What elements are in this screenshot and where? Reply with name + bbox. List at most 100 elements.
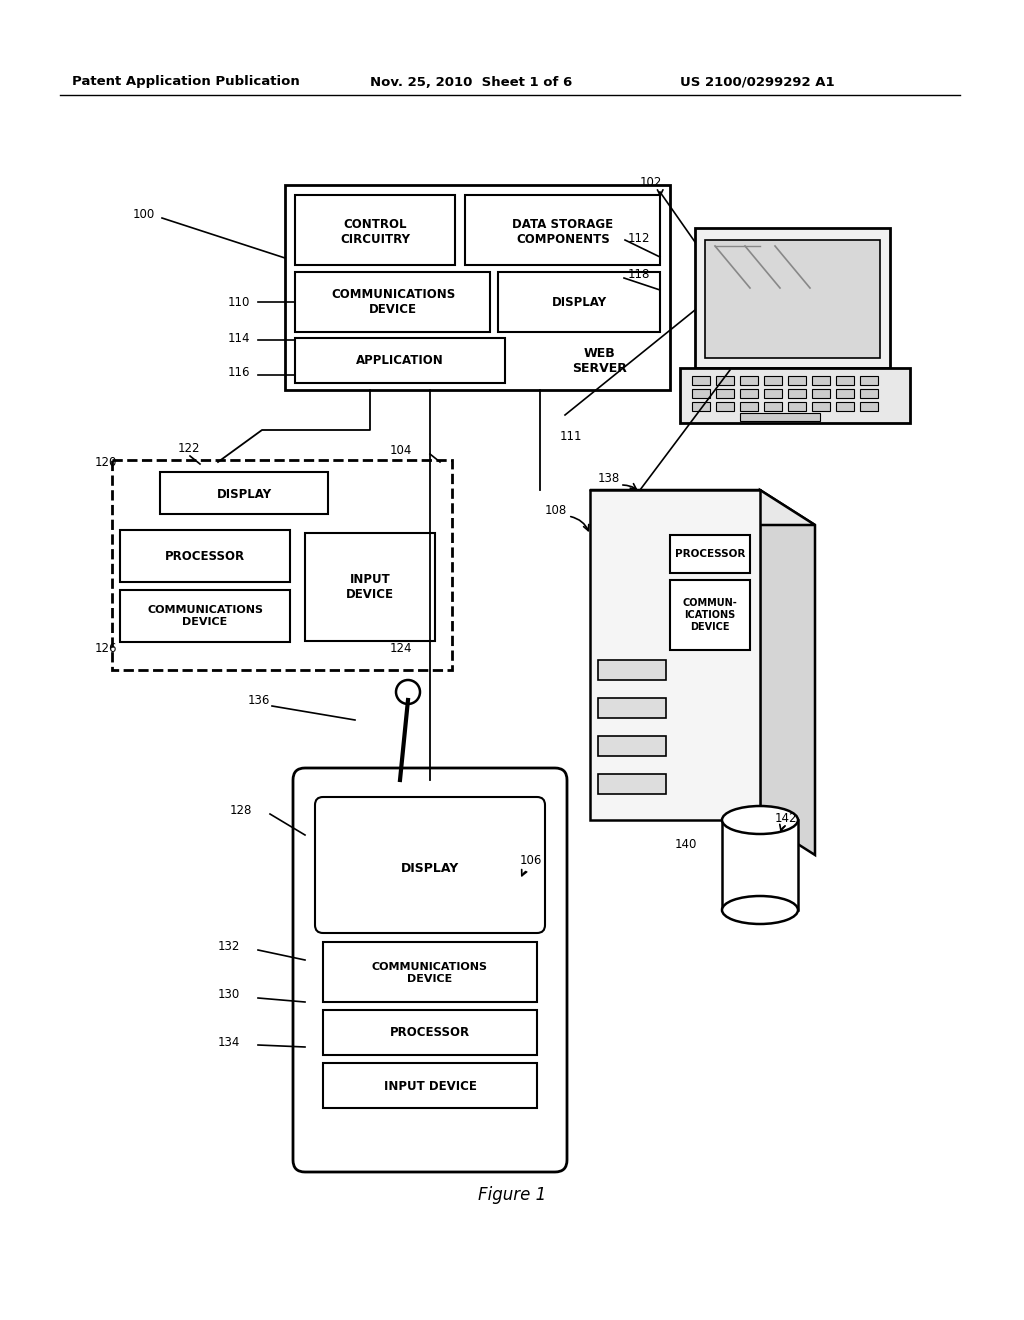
Text: PROCESSOR: PROCESSOR: [165, 550, 245, 564]
Bar: [692, 376, 710, 385]
Bar: [670, 579, 750, 649]
Bar: [590, 490, 760, 820]
Bar: [716, 389, 734, 399]
Bar: [120, 531, 290, 582]
Text: 126: 126: [95, 642, 118, 655]
Bar: [836, 403, 854, 411]
Bar: [598, 660, 666, 680]
Text: INPUT DEVICE: INPUT DEVICE: [384, 1080, 476, 1093]
Bar: [323, 942, 537, 1002]
Text: 108: 108: [545, 503, 567, 516]
Circle shape: [396, 680, 420, 704]
Bar: [764, 376, 782, 385]
Text: PROCESSOR: PROCESSOR: [675, 549, 745, 558]
Bar: [740, 376, 758, 385]
Bar: [323, 1010, 537, 1055]
Text: 118: 118: [628, 268, 650, 281]
Text: INPUT
DEVICE: INPUT DEVICE: [346, 573, 394, 601]
Bar: [598, 737, 666, 756]
Bar: [764, 389, 782, 399]
Text: DATA STORAGE
COMPONENTS: DATA STORAGE COMPONENTS: [512, 218, 613, 246]
Bar: [295, 338, 505, 383]
Text: Nov. 25, 2010  Sheet 1 of 6: Nov. 25, 2010 Sheet 1 of 6: [370, 75, 572, 88]
Text: DISPLAY: DISPLAY: [216, 487, 271, 500]
Bar: [788, 403, 806, 411]
Text: 124: 124: [390, 642, 413, 655]
Text: 111: 111: [560, 430, 583, 444]
Text: 104: 104: [390, 444, 413, 457]
Bar: [812, 389, 830, 399]
Text: 100: 100: [133, 209, 156, 222]
Polygon shape: [760, 490, 815, 855]
Bar: [305, 533, 435, 642]
Text: 112: 112: [628, 231, 650, 244]
Bar: [705, 240, 880, 358]
Bar: [323, 1063, 537, 1107]
Bar: [788, 389, 806, 399]
Text: 114: 114: [228, 331, 251, 345]
Bar: [740, 403, 758, 411]
Bar: [670, 535, 750, 573]
Text: CONTROL
CIRCUITRY: CONTROL CIRCUITRY: [340, 218, 410, 246]
Bar: [692, 389, 710, 399]
Bar: [836, 376, 854, 385]
Bar: [285, 185, 670, 389]
Text: 116: 116: [228, 367, 251, 380]
Bar: [860, 403, 878, 411]
Bar: [812, 376, 830, 385]
Bar: [860, 376, 878, 385]
Text: 136: 136: [248, 693, 270, 706]
Bar: [740, 389, 758, 399]
Text: DISPLAY: DISPLAY: [552, 296, 606, 309]
Bar: [716, 376, 734, 385]
Bar: [680, 368, 910, 422]
Text: APPLICATION: APPLICATION: [356, 355, 443, 367]
Text: WEB
SERVER: WEB SERVER: [572, 347, 628, 375]
Bar: [465, 195, 660, 265]
Text: US 2100/0299292 A1: US 2100/0299292 A1: [680, 75, 835, 88]
Text: 132: 132: [218, 940, 241, 953]
Bar: [812, 403, 830, 411]
Polygon shape: [590, 490, 815, 525]
Bar: [160, 473, 328, 513]
Bar: [112, 459, 452, 671]
Text: COMMUNICATIONS
DEVICE: COMMUNICATIONS DEVICE: [331, 288, 455, 315]
Bar: [716, 403, 734, 411]
Text: COMMUN-
ICATIONS
DEVICE: COMMUN- ICATIONS DEVICE: [683, 598, 737, 631]
Bar: [740, 413, 820, 421]
Bar: [498, 272, 660, 333]
Ellipse shape: [722, 896, 798, 924]
Text: 130: 130: [218, 989, 241, 1002]
Text: 138: 138: [598, 471, 621, 484]
Bar: [836, 389, 854, 399]
Bar: [295, 195, 455, 265]
Text: Patent Application Publication: Patent Application Publication: [72, 75, 300, 88]
Text: 110: 110: [228, 296, 251, 309]
Bar: [295, 272, 490, 333]
FancyBboxPatch shape: [315, 797, 545, 933]
Bar: [692, 403, 710, 411]
Text: 140: 140: [675, 838, 697, 851]
Text: PROCESSOR: PROCESSOR: [390, 1027, 470, 1040]
FancyBboxPatch shape: [293, 768, 567, 1172]
Text: 120: 120: [95, 455, 118, 469]
Text: COMMUNICATIONS
DEVICE: COMMUNICATIONS DEVICE: [372, 962, 488, 983]
Ellipse shape: [722, 807, 798, 834]
Bar: [764, 403, 782, 411]
Text: 134: 134: [218, 1036, 241, 1049]
Text: 142: 142: [775, 812, 798, 825]
Text: COMMUNICATIONS
DEVICE: COMMUNICATIONS DEVICE: [147, 605, 263, 627]
Bar: [695, 228, 890, 368]
Bar: [860, 389, 878, 399]
Bar: [598, 698, 666, 718]
Text: Figure 1: Figure 1: [478, 1185, 546, 1204]
Text: 122: 122: [178, 441, 201, 454]
Bar: [788, 376, 806, 385]
Text: 128: 128: [230, 804, 252, 817]
Bar: [598, 774, 666, 795]
Text: 106: 106: [520, 854, 543, 866]
Bar: [722, 820, 798, 909]
Bar: [120, 590, 290, 642]
Text: DISPLAY: DISPLAY: [400, 862, 459, 874]
Text: 102: 102: [640, 177, 663, 190]
